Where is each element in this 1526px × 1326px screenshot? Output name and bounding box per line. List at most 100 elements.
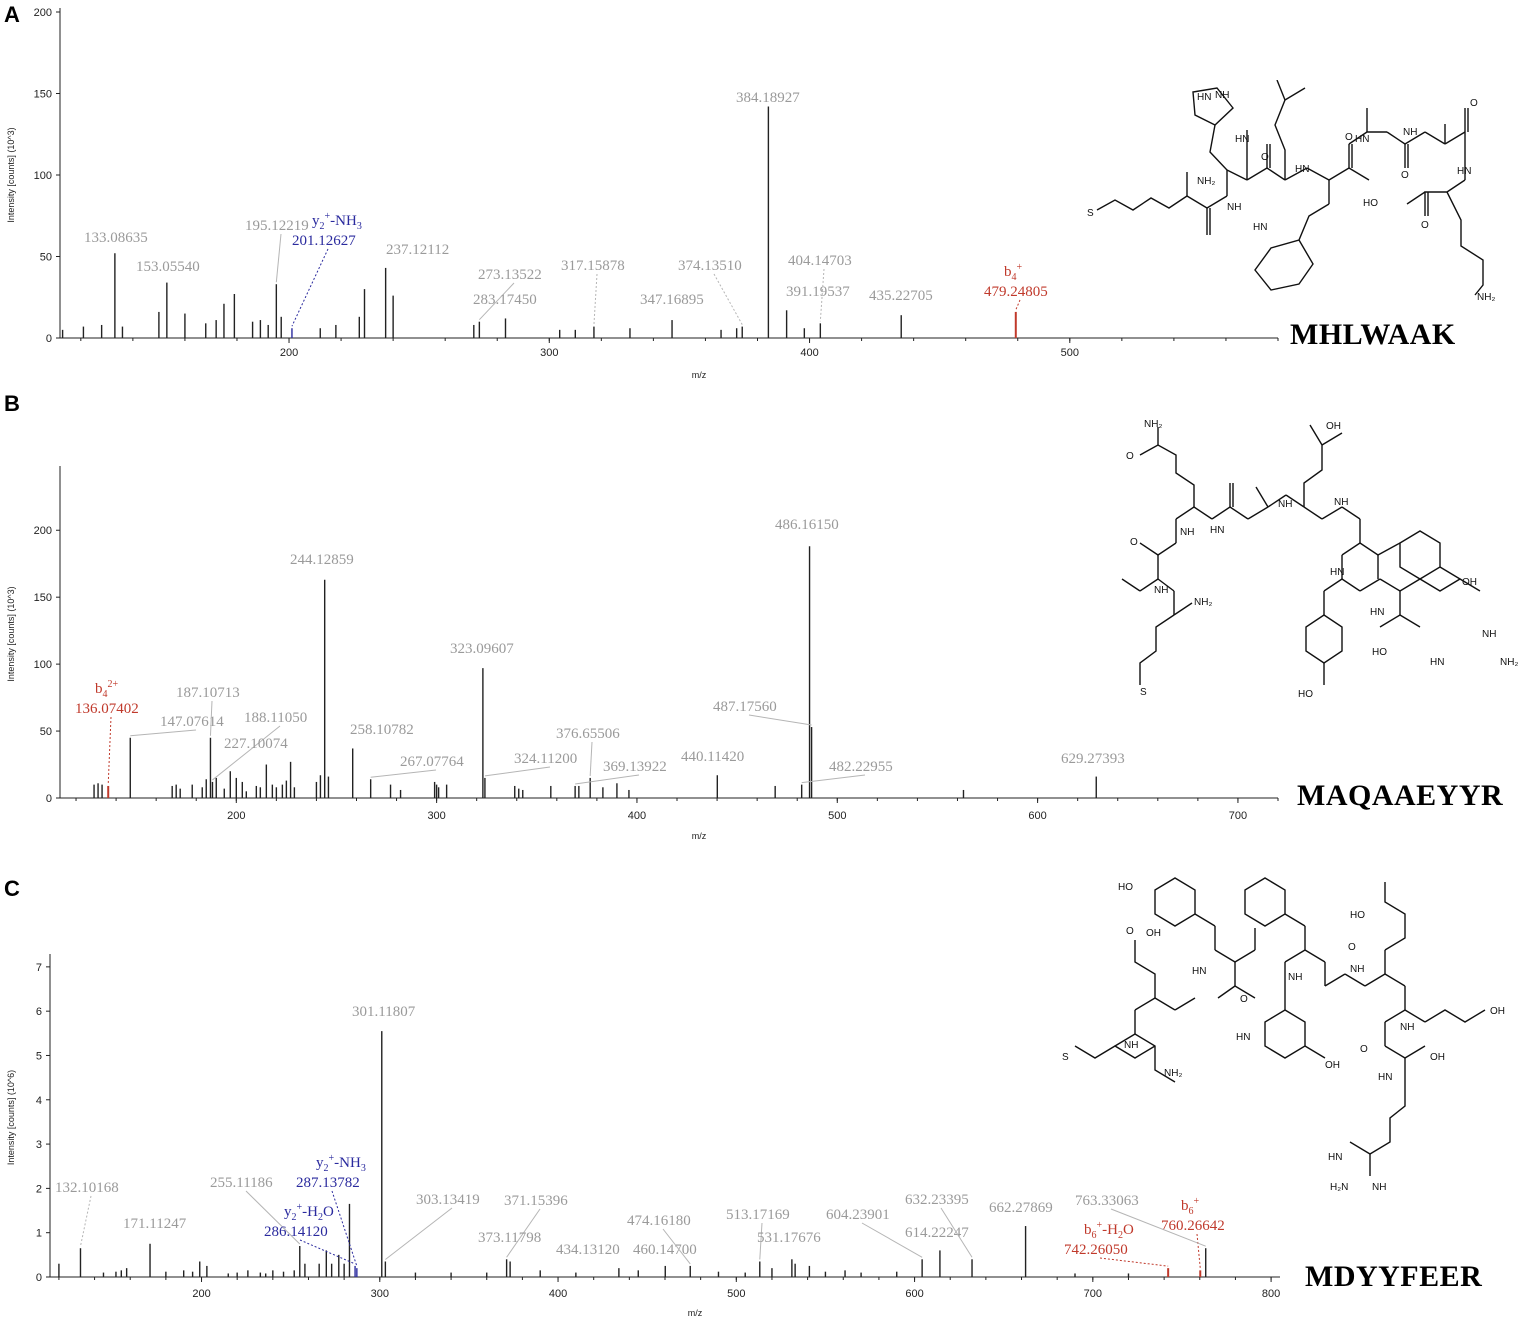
peak-label: 763.33063 [1075, 1193, 1139, 1209]
svg-text:O: O [1345, 132, 1353, 143]
svg-text:NH: NH [1278, 499, 1292, 510]
svg-text:HN: HN [1355, 134, 1369, 145]
y-tick-label: 0 [46, 333, 52, 345]
x-tick-label: 600 [1028, 810, 1046, 822]
svg-text:HN: HN [1197, 92, 1211, 103]
peak-label: 267.07764 [400, 754, 464, 770]
peak-label: 255.11186 [210, 1175, 273, 1191]
peak-label: 273.13522 [478, 267, 542, 283]
peak-label: 187.10713 [176, 685, 240, 701]
svg-text:HN: HN [1370, 607, 1384, 618]
svg-text:HN: HN [1236, 1032, 1250, 1043]
label-leader [748, 714, 812, 726]
x-axis-label: m/z [692, 831, 707, 841]
svg-text:O: O [1126, 451, 1134, 462]
svg-text:NH₂: NH₂ [1194, 597, 1212, 608]
svg-text:NH: NH [1482, 629, 1496, 640]
label-leader [212, 725, 281, 781]
svg-text:H₂N: H₂N [1330, 1182, 1348, 1193]
label-leader [713, 273, 743, 325]
ion-mass-label: 760.26642 [1161, 1218, 1225, 1234]
y-tick-label: 200 [34, 525, 52, 537]
spectrum-chart-b: 0 50 100 150 200 200 300 400 500 600 700 m/z Intensi… [6, 466, 1279, 841]
y-tick-label: 200 [34, 7, 52, 19]
peak-label: 188.11050 [244, 710, 307, 726]
x-tick-label: 200 [227, 810, 245, 822]
y-tick-label: 6 [36, 1006, 42, 1018]
svg-text:NH₂: NH₂ [1500, 657, 1518, 668]
y-axis-label: Intensity [counts] (10^6) [6, 1070, 16, 1165]
label-leader [291, 248, 329, 327]
peak-label: 147.07614 [160, 714, 224, 730]
svg-text:NH₂: NH₂ [1477, 292, 1495, 303]
x-tick-label: 300 [427, 810, 445, 822]
peak-label: 317.15878 [561, 258, 625, 274]
peak-label: 662.27869 [989, 1200, 1053, 1216]
svg-text:NH: NH [1334, 497, 1348, 508]
x-tick-label: 500 [828, 810, 846, 822]
peptide-name-a: MHLWAAK [1290, 318, 1456, 351]
svg-text:O: O [1130, 537, 1138, 548]
svg-text:HN: HN [1378, 1072, 1392, 1083]
svg-text:NH: NH [1288, 972, 1302, 983]
label-leader [79, 1195, 92, 1247]
peak-label: 487.17560 [713, 699, 777, 715]
svg-text:HO: HO [1118, 882, 1133, 893]
svg-text:NH₂: NH₂ [1144, 419, 1162, 430]
svg-text:OH: OH [1326, 421, 1341, 432]
x-tick-label: 200 [280, 347, 298, 359]
label-leader [575, 774, 640, 785]
ion-label: y2+-H2O [284, 1202, 334, 1223]
svg-text:HN: HN [1295, 164, 1309, 175]
svg-text:NH: NH [1154, 585, 1168, 596]
svg-text:O: O [1360, 1044, 1368, 1055]
label-leader [479, 282, 515, 321]
panel-b: 0 50 100 150 200 200 300 400 500 600 700 m/z Intensi… [0, 391, 1526, 855]
panel-label-a: A [4, 2, 20, 27]
svg-text:NH: NH [1403, 127, 1417, 138]
x-tick-label: 500 [1061, 347, 1079, 359]
ion-mass-label: 742.26050 [1064, 1242, 1128, 1258]
peak-label: 301.11807 [352, 1004, 416, 1020]
svg-text:NH: NH [1215, 90, 1229, 101]
ion-label: y2+-NH3 [316, 1153, 366, 1174]
y-tick-label: 50 [40, 726, 52, 738]
ion-label: b42+ [95, 679, 119, 700]
ion-label: b4+ [1004, 262, 1023, 283]
panel-c: 0 1 2 3 4 5 6 7 200 300 400 500 600 700 800 m/z Intensit… [0, 860, 1526, 1326]
svg-text:S: S [1087, 208, 1094, 219]
label-leader [801, 774, 866, 784]
peptide-name-c: MDYYFEER [1305, 1260, 1483, 1293]
peak-label: 323.09607 [450, 641, 514, 657]
peak-label: 371.15396 [504, 1193, 568, 1209]
svg-text:OH: OH [1490, 1006, 1505, 1017]
svg-text:HN: HN [1430, 657, 1444, 668]
svg-text:NH: NH [1227, 202, 1241, 213]
structure-maqaaeyyr: OH NH₂ O NH HN NH O NH NH₂ S NH HN HN OH… [1121, 419, 1518, 700]
panel-label-b: B [4, 391, 20, 416]
ion-label: b6+ [1181, 1196, 1200, 1217]
x-tick-label: 700 [1229, 810, 1247, 822]
svg-text:NH: NH [1372, 1182, 1386, 1193]
peak-label: 171.11247 [123, 1216, 187, 1232]
y-tick-label: 3 [36, 1139, 42, 1151]
peak-label: 227.10074 [224, 736, 288, 752]
panel-a: 0 50 100 150 200 200 300 400 500 m/z Intensity [co… [0, 0, 1526, 395]
peak-label: 404.14703 [788, 253, 852, 269]
peak-label: 513.17169 [726, 1207, 790, 1223]
svg-text:O: O [1348, 942, 1356, 953]
svg-text:S: S [1062, 1052, 1069, 1063]
peak-label: 632.23395 [905, 1192, 969, 1208]
y-tick-label: 1 [36, 1228, 42, 1240]
label-leader [1196, 1233, 1201, 1269]
x-tick-label: 500 [727, 1288, 745, 1300]
x-tick-label: 200 [192, 1288, 210, 1300]
label-leader [861, 1222, 923, 1258]
peak-label: 244.12859 [290, 552, 354, 568]
peak-label: 303.13419 [416, 1192, 480, 1208]
svg-text:HN: HN [1235, 134, 1249, 145]
svg-text:NH₂: NH₂ [1197, 176, 1215, 187]
svg-text:NH₂: NH₂ [1164, 1068, 1182, 1079]
x-axis-label: m/z [688, 1308, 703, 1318]
peak-label: 629.27393 [1061, 751, 1125, 767]
